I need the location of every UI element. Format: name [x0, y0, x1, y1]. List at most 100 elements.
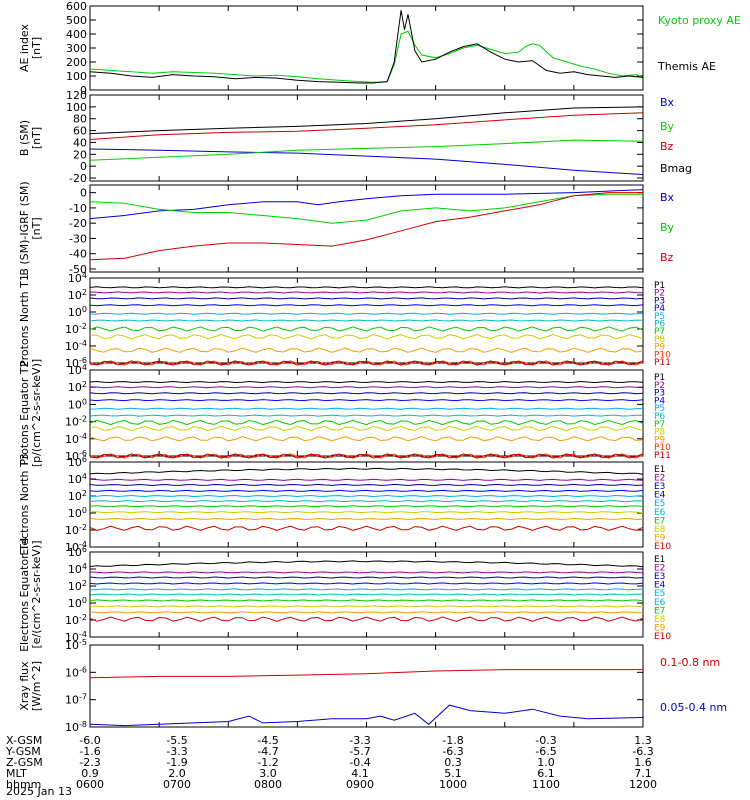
- axis-row-value: 3.0: [259, 767, 277, 780]
- y-tick-label: -10: [69, 202, 87, 215]
- axis-row-value: -1.6: [79, 745, 100, 758]
- axis-row-value: -6.3: [632, 745, 653, 758]
- legend-p7: P7: [654, 327, 665, 337]
- y-axis-label: B (SM)-IGRF (SM): [18, 181, 31, 275]
- legend-dby: By: [660, 221, 675, 234]
- y-axis-label: [p/(cm^2-s-sr-keV)]: [30, 359, 43, 467]
- legend-p11: P11: [654, 451, 671, 461]
- axis-row-value: -6.3: [442, 745, 463, 758]
- series-line-p1: [89, 286, 644, 289]
- legend-xray: 0.1-0.8 nm 0.05-0.4 nm: [660, 656, 727, 714]
- series-line-p5: [89, 407, 644, 410]
- axis-row-value: -6.5: [535, 745, 556, 758]
- y-tick-label: 80: [73, 113, 87, 126]
- axis-row-value: 1.0: [537, 756, 555, 769]
- series-line-by: [89, 193, 643, 224]
- axis-row-value: -3.3: [166, 745, 187, 758]
- axis-row-value: -5.5: [166, 734, 187, 747]
- axis-row-value: 5.1: [444, 767, 462, 780]
- axis-row-value: -5.7: [349, 745, 370, 758]
- legend-p7: P7: [654, 420, 665, 430]
- axis-row-value: -4.5: [257, 734, 278, 747]
- date-label: 2025 Jan 13: [6, 785, 72, 798]
- legend-e6: E6: [654, 508, 666, 518]
- series-line-e2: [89, 571, 644, 574]
- axis-row-value: 0700: [163, 778, 191, 791]
- legend-p2: P2: [654, 381, 665, 391]
- legend-bmag: Bmag: [660, 162, 692, 175]
- legend-e5: E5: [654, 589, 665, 599]
- y-tick-label: 100: [68, 305, 87, 319]
- y-axis-label: Electrons North T3: [18, 453, 31, 555]
- axis-row-value: 1.3: [634, 734, 652, 747]
- axis-row-value: -6.0: [79, 734, 100, 747]
- y-axis-label: B (SM): [18, 120, 31, 156]
- y-tick-label: 10-2: [65, 523, 87, 537]
- series-line-by: [89, 139, 644, 161]
- axis-row-label: hhmm: [6, 778, 41, 791]
- series-line-e6: [89, 500, 644, 503]
- series-line-p2: [89, 291, 644, 294]
- y-tick-label: 104: [68, 562, 87, 576]
- y-tick-label: 102: [68, 579, 87, 593]
- legend-e2: E2: [654, 474, 665, 484]
- series-line-e4: [89, 489, 644, 492]
- axis-row-value: 1200: [629, 778, 657, 791]
- legend-p2: P2: [654, 289, 665, 299]
- legend-p1: P1: [654, 373, 665, 383]
- series-line-p3: [89, 297, 644, 300]
- panel-8: 10-5 10-6 10-7 10-8 Xray flux [W/m^2]: [18, 638, 644, 734]
- y-tick-label: 10-6: [65, 665, 87, 679]
- axis-row-value: -1.8: [442, 734, 463, 747]
- y-tick-label: 10-2: [65, 322, 87, 336]
- y-tick-label: 102: [68, 489, 87, 503]
- y-tick-label: 500: [66, 14, 87, 27]
- axis-row-value: 0600: [76, 778, 104, 791]
- series-line-kyoto-proxy-ae: [89, 30, 644, 83]
- axis-row-value: 7.1: [634, 767, 652, 780]
- axis-row-value: -1.2: [257, 756, 278, 769]
- legend-p3: P3: [654, 389, 665, 399]
- series-line-e1: [89, 467, 644, 475]
- legend-e6: E6: [654, 598, 666, 608]
- axis-row-value: 1000: [439, 778, 467, 791]
- legend-xray-long: 0.05-0.4 nm: [660, 701, 727, 714]
- series-line-p10: [89, 360, 644, 366]
- y-tick-label: 100: [66, 70, 87, 83]
- series-line-bz: [89, 112, 644, 140]
- y-tick-label: 40: [73, 136, 87, 149]
- legend-e7: E7: [654, 606, 665, 616]
- y-tick-label: -40: [69, 248, 87, 261]
- y-tick-label: 10-4: [65, 432, 87, 446]
- series-line-p11: [89, 453, 644, 459]
- series-line-e3: [89, 483, 644, 487]
- legend-e8: E8: [654, 525, 666, 535]
- axis-row-label: MLT: [6, 767, 27, 780]
- series-line-e9: [89, 517, 644, 521]
- series-line-p2: [89, 386, 644, 389]
- y-tick-label: 104: [68, 472, 87, 486]
- legend-by: By: [660, 120, 675, 133]
- legend-p6: P6: [654, 320, 665, 330]
- series-line-p9: [89, 436, 644, 442]
- axis-row-value: -1.9: [166, 756, 187, 769]
- series-line-p7: [89, 326, 644, 332]
- y-tick-label: 0: [80, 160, 87, 173]
- legend-p11: P11: [654, 358, 671, 368]
- legend-bz: Bz: [660, 140, 674, 153]
- axis-row-value: -0.4: [349, 756, 370, 769]
- series-line-0-05-0-4-nm: [89, 704, 644, 727]
- legend-p5: P5: [654, 404, 665, 414]
- axis-row-label: X-GSM: [6, 734, 42, 747]
- y-tick-label: -50: [69, 263, 87, 276]
- axis-row-value: 1.6: [634, 756, 652, 769]
- y-tick-label: 106: [68, 545, 87, 559]
- legend-p10: P10: [654, 350, 671, 360]
- y-axis-label: [nT]: [30, 37, 43, 59]
- axis-row-value: -3.3: [349, 734, 370, 747]
